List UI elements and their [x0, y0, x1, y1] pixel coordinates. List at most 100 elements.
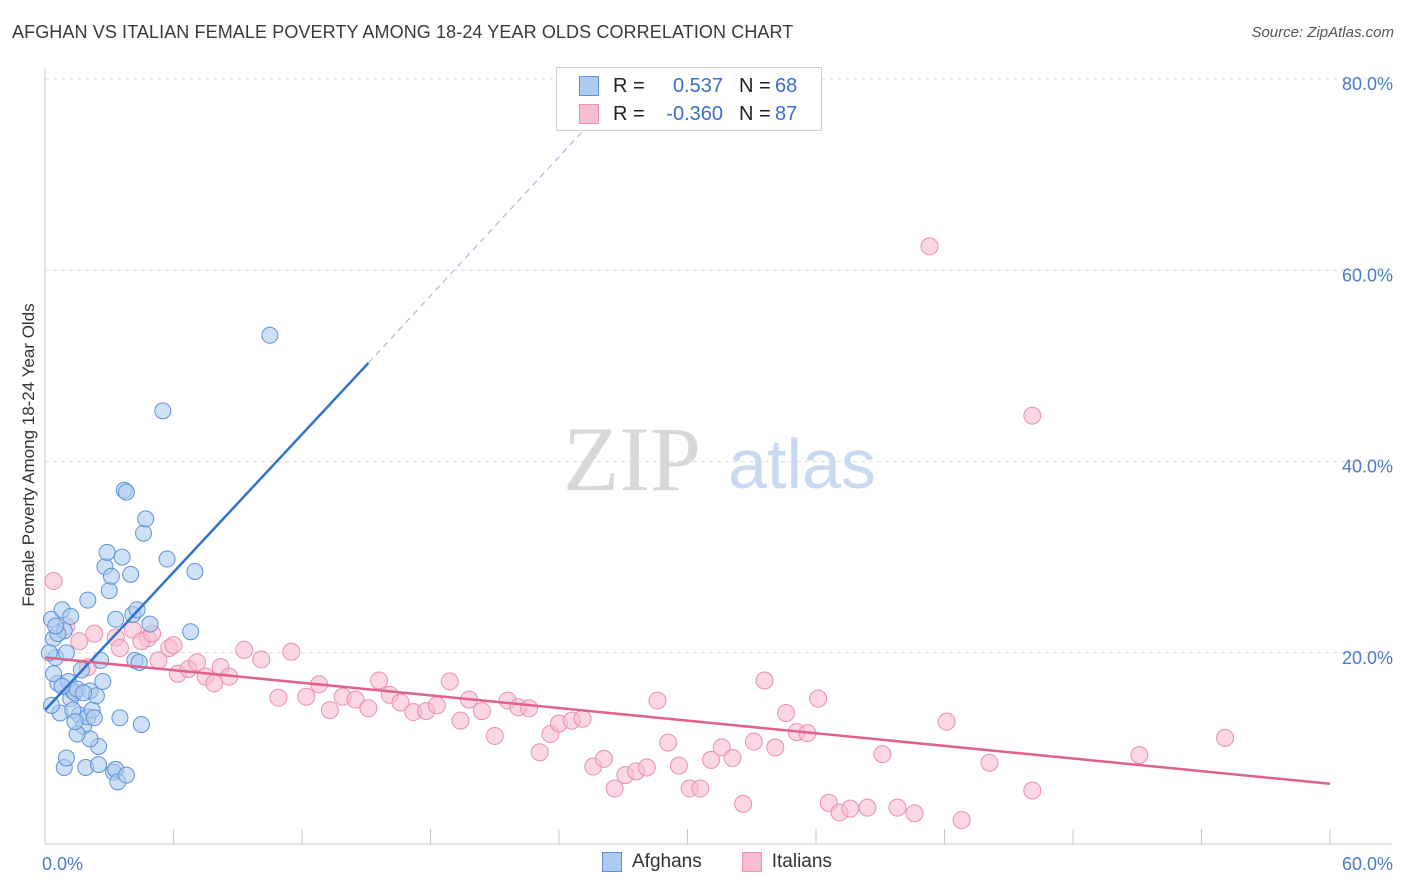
italians-trend-line: [44, 656, 1331, 786]
afghans-point-62: [75, 684, 93, 702]
afghans-point-32: [111, 709, 129, 727]
afghans-legend-label: Afghans: [632, 851, 702, 872]
italians-point-61: [755, 671, 774, 690]
italians-point-20: [297, 687, 316, 706]
italians-point-26: [370, 671, 389, 690]
afghans-point-66: [66, 713, 84, 731]
r-label: R =: [613, 74, 645, 97]
italians-point-81: [1216, 728, 1235, 747]
italians-point-40: [530, 743, 549, 762]
afghans-point-47: [182, 623, 200, 641]
y-tick-label-3: 80.0%: [1342, 74, 1393, 94]
afghans-trend-line: [44, 362, 370, 711]
chart-title: AFGHAN VS ITALIAN FEMALE POVERTY AMONG 1…: [12, 22, 794, 42]
tick-labels: 20.0% 40.0% 60.0% 80.0% 0.0% 60.0%: [42, 74, 1393, 874]
afghans-point-35: [117, 483, 135, 501]
afghans-point-52: [45, 665, 63, 683]
afghans-legend-swatch: [602, 852, 622, 872]
afghans-point-55: [79, 591, 97, 609]
italians-point-50: [637, 758, 656, 777]
afghans-point-63: [47, 617, 65, 635]
italians-legend-label: Italians: [771, 851, 832, 872]
italians-point-59: [734, 794, 753, 813]
y-tick-label-1: 40.0%: [1342, 457, 1393, 477]
afghans-point-20: [85, 709, 103, 727]
italians-point-73: [905, 804, 924, 823]
italians-point-78: [1023, 406, 1042, 425]
r-label: R =: [613, 102, 645, 125]
italians-point-31: [427, 696, 446, 715]
afghans-point-57: [42, 696, 60, 714]
italians-point-47: [605, 779, 624, 798]
afghans-point-59: [117, 766, 135, 784]
italians-point-86: [164, 636, 183, 655]
afghans-point-45: [154, 402, 172, 420]
afghans-point-65: [53, 677, 71, 695]
italians-point-74: [920, 237, 939, 256]
afghans-swatch: [579, 76, 599, 96]
italians-swatch: [579, 104, 599, 124]
legend-row-italians: R = -0.360 N = 87: [579, 101, 797, 127]
afghans-point-51: [57, 749, 75, 767]
y-tick-label-0: 20.0%: [1342, 648, 1393, 668]
italians-point-53: [669, 756, 688, 775]
afghans-point-42: [135, 524, 153, 542]
correlation-legend: R = 0.537 N = 68 R = -0.360 N = 87: [556, 67, 822, 131]
afghans-trend-extension: [367, 121, 592, 364]
legend-row-afghans: R = 0.537 N = 68: [579, 73, 797, 99]
afghans-point-67: [107, 610, 125, 628]
afghans-point-36: [122, 565, 140, 583]
n-label: N =: [739, 74, 771, 97]
italians-point-25: [359, 699, 378, 718]
italians-point-52: [659, 733, 678, 752]
x-tick-label-1: 60.0%: [1342, 854, 1393, 874]
italians-point-83: [110, 638, 129, 657]
y-tick-label-2: 60.0%: [1342, 265, 1393, 285]
italians-legend-swatch: [741, 852, 762, 872]
n-label: N =: [739, 102, 771, 125]
trend-lines: [44, 121, 1331, 786]
italians-point-18: [269, 688, 288, 707]
italians-point-0: [44, 572, 63, 591]
afghans-point-44: [141, 615, 159, 633]
chart-source: Source: ZipAtlas.com: [1251, 24, 1394, 41]
italians-point-35: [472, 702, 491, 721]
legend-item-afghans: Afghans: [602, 851, 702, 873]
italians-point-51: [648, 691, 667, 710]
afghans-point-33: [113, 548, 131, 566]
r-value: -0.360: [666, 102, 723, 125]
italians-points: [44, 237, 1235, 830]
afghans-point-46: [158, 550, 176, 568]
italians-point-19: [282, 642, 301, 661]
watermark-zip: ZIP: [563, 408, 701, 510]
afghans-point-61: [90, 756, 108, 774]
italians-point-70: [858, 798, 877, 817]
afghans-point-24: [94, 672, 112, 690]
italians-point-72: [888, 798, 907, 817]
italians-point-56: [702, 750, 721, 769]
watermark-atlas: atlas: [728, 425, 876, 503]
x-tick-label-0: 0.0%: [42, 854, 83, 874]
italians-point-11: [188, 653, 207, 672]
italians-point-63: [777, 703, 796, 722]
italians-point-33: [451, 711, 470, 730]
italians-point-3: [85, 624, 104, 643]
n-value: 87: [775, 102, 798, 125]
n-value: 68: [775, 74, 798, 97]
italians-point-66: [809, 689, 828, 708]
italians-point-17: [252, 650, 271, 669]
grid-lines: [45, 78, 1392, 654]
italians-point-77: [980, 753, 999, 772]
italians-point-60: [744, 732, 763, 751]
italians-point-36: [485, 726, 504, 745]
legend-item-italians: Italians: [741, 851, 832, 873]
afghans-point-48: [186, 562, 204, 580]
italians-point-24: [346, 690, 365, 709]
r-value: 0.537: [672, 74, 723, 97]
afghans-point-28: [102, 567, 120, 585]
afghans-point-43: [137, 510, 155, 528]
italians-point-58: [723, 748, 742, 767]
italians-point-39: [520, 699, 539, 718]
italians-point-32: [440, 672, 459, 691]
